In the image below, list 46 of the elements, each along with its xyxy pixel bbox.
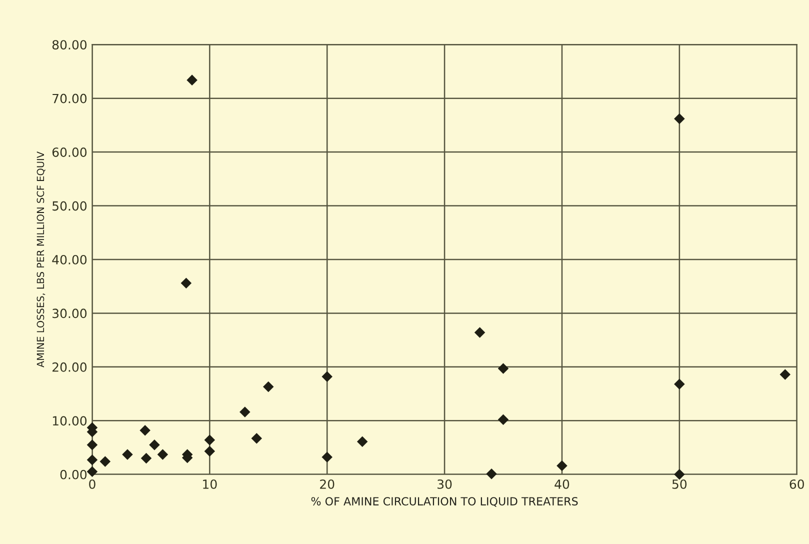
point xyxy=(204,434,216,446)
point xyxy=(263,381,274,392)
point xyxy=(486,468,497,480)
point xyxy=(780,369,790,380)
point xyxy=(498,363,509,374)
point xyxy=(157,449,168,460)
y-tick-label: 60.00 xyxy=(52,148,87,157)
y-axis-title: AMINE LOSSES, LBS PER MILLION SCF EQUIV xyxy=(36,152,46,368)
point xyxy=(674,113,685,124)
point xyxy=(100,456,111,467)
point xyxy=(180,278,192,289)
point xyxy=(186,74,198,86)
point xyxy=(140,424,150,436)
point xyxy=(240,406,250,418)
point xyxy=(86,454,98,466)
y-tick-label: 30.00 xyxy=(52,308,87,318)
point xyxy=(474,327,486,338)
x-tick-label: 60 xyxy=(790,479,804,489)
point xyxy=(322,371,332,382)
y-tick-label: 0.00 xyxy=(60,470,87,480)
y-tick-label: 20.00 xyxy=(52,362,87,372)
x-tick-label: 50 xyxy=(672,479,687,489)
x-tick-label: 30 xyxy=(438,479,452,489)
x-tick-label: 40 xyxy=(554,479,570,489)
point xyxy=(674,468,685,480)
point xyxy=(356,436,368,447)
y-tick-label: 70.00 xyxy=(52,94,87,104)
y-tick-label: 50.00 xyxy=(52,201,87,211)
point xyxy=(140,452,152,464)
point xyxy=(149,439,160,450)
point xyxy=(322,452,332,463)
point xyxy=(86,439,98,450)
point xyxy=(498,414,509,425)
y-tick-label: 40.00 xyxy=(52,254,87,264)
y-tick-label: 80.00 xyxy=(52,40,87,50)
point xyxy=(86,466,98,478)
x-tick-label: 20 xyxy=(320,479,334,489)
point xyxy=(556,460,568,472)
x-tick-label: 0 xyxy=(89,479,96,489)
point xyxy=(674,378,685,390)
x-tick-label: 10 xyxy=(203,479,217,489)
point xyxy=(122,449,133,460)
point xyxy=(204,446,216,457)
x-axis-title: % OF AMINE CIRCULATION TO LIQUID TREATERS xyxy=(311,497,578,507)
y-tick-label: 10.00 xyxy=(52,416,87,426)
point xyxy=(251,432,262,444)
